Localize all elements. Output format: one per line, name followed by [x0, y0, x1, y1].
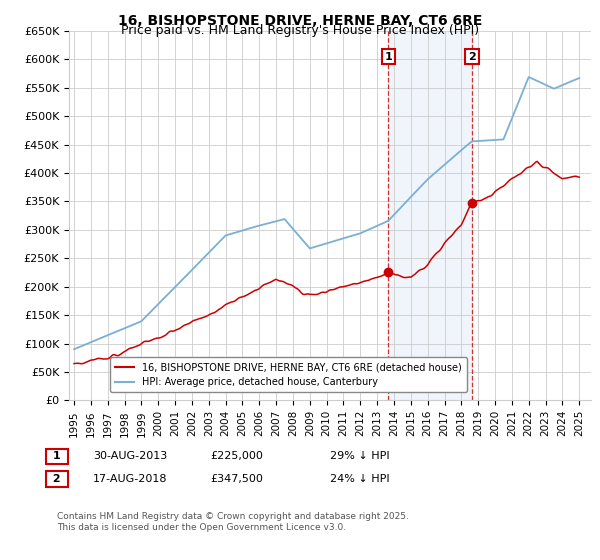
Text: 2: 2: [49, 474, 65, 484]
Text: £347,500: £347,500: [210, 474, 263, 484]
Text: 24% ↓ HPI: 24% ↓ HPI: [330, 474, 389, 484]
Legend: 16, BISHOPSTONE DRIVE, HERNE BAY, CT6 6RE (detached house), HPI: Average price, : 16, BISHOPSTONE DRIVE, HERNE BAY, CT6 6R…: [110, 357, 467, 392]
Text: 2: 2: [468, 52, 476, 62]
Bar: [388, 31, 472, 400]
Text: Price paid vs. HM Land Registry's House Price Index (HPI): Price paid vs. HM Land Registry's House …: [121, 24, 479, 37]
Text: 1: 1: [385, 52, 392, 62]
Text: Contains HM Land Registry data © Crown copyright and database right 2025.
This d: Contains HM Land Registry data © Crown c…: [57, 512, 409, 532]
Text: 17-AUG-2018: 17-AUG-2018: [93, 474, 167, 484]
Text: 1: 1: [49, 451, 65, 461]
Text: 30-AUG-2013: 30-AUG-2013: [93, 451, 167, 461]
Text: 29% ↓ HPI: 29% ↓ HPI: [330, 451, 389, 461]
Text: 16, BISHOPSTONE DRIVE, HERNE BAY, CT6 6RE: 16, BISHOPSTONE DRIVE, HERNE BAY, CT6 6R…: [118, 14, 482, 28]
Text: £225,000: £225,000: [210, 451, 263, 461]
